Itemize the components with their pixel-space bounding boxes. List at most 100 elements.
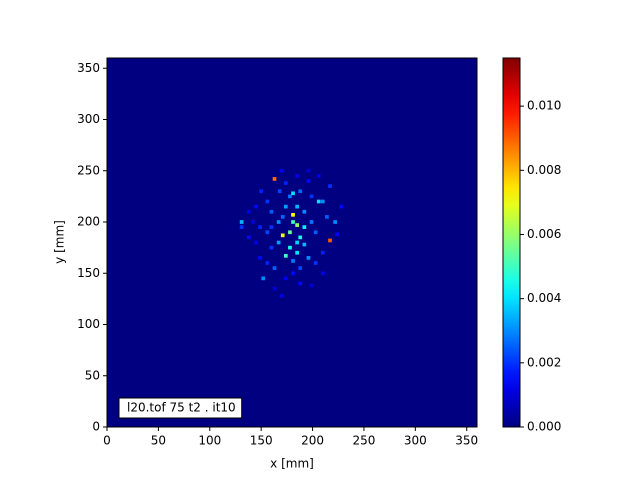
heat-cell: [283, 276, 288, 281]
y-tick-label: 50: [85, 368, 100, 382]
heat-cell: [295, 240, 299, 245]
x-tick-label: 150: [250, 434, 273, 448]
heat-cell: [298, 266, 303, 270]
heat-cell: [339, 204, 344, 209]
x-tick-label: 300: [404, 434, 427, 448]
heat-cell: [283, 204, 288, 209]
heat-cell: [295, 250, 299, 255]
heat-cell: [316, 199, 321, 204]
heat-cell: [335, 232, 340, 237]
y-axis-label: y [mm]: [53, 220, 67, 264]
heat-cell: [325, 215, 329, 219]
heat-cell: [320, 271, 325, 276]
heat-cell: [288, 194, 292, 199]
plot-background: [107, 58, 477, 427]
heat-cell: [276, 220, 281, 224]
heat-cell: [272, 177, 277, 181]
heat-cell: [280, 215, 285, 219]
heat-cell: [313, 230, 318, 235]
heat-cell: [316, 174, 321, 178]
heat-cell: [265, 199, 270, 204]
heat-cell: [298, 281, 303, 286]
colorbar-tick-label: 0.000: [527, 420, 561, 434]
heat-cell: [265, 261, 270, 265]
heat-cell: [291, 212, 295, 217]
colorbar-tick-label: 0.008: [527, 163, 561, 177]
heat-cell: [258, 256, 262, 260]
colorbar-tick-label: 0.004: [527, 291, 561, 305]
y-tick-label: 100: [77, 317, 100, 331]
heat-cell: [239, 225, 244, 229]
heat-cell: [280, 233, 285, 238]
heat-cell: [302, 225, 307, 229]
heat-cell: [298, 235, 303, 240]
heat-cell: [288, 245, 292, 250]
heat-cell: [309, 194, 314, 199]
heat-cell: [269, 209, 274, 214]
heat-cell: [276, 240, 281, 245]
heat-cell: [279, 168, 284, 173]
heat-cell: [254, 240, 258, 245]
heat-cell: [291, 220, 295, 224]
x-tick-label: 250: [352, 434, 375, 448]
heat-cell: [269, 225, 274, 229]
colorbar-tick-label: 0.002: [527, 355, 561, 369]
heat-cell: [328, 184, 332, 188]
heat-cell: [298, 189, 303, 194]
x-tick-label: 50: [151, 434, 166, 448]
heat-cell: [259, 189, 264, 194]
annotation: l20.tof 75 t2 . it10: [127, 401, 236, 415]
y-tick-label: 300: [77, 112, 100, 126]
heat-cell: [265, 230, 270, 235]
heat-cell: [309, 220, 314, 224]
heat-cell: [302, 242, 307, 247]
colorbar-tick-label: 0.006: [527, 227, 561, 241]
heat-cell: [272, 286, 277, 291]
heat-cell: [306, 256, 311, 260]
heat-cell: [246, 209, 251, 214]
heat-cell: [328, 238, 332, 243]
heat-cell: [295, 204, 299, 209]
colorbar-tick-label: 0.010: [527, 99, 561, 113]
heat-cell: [254, 204, 258, 209]
heat-cell: [239, 220, 244, 224]
heat-cell: [291, 271, 295, 276]
heat-cell: [261, 276, 266, 281]
y-tick-label: 150: [77, 266, 100, 280]
y-tick-label: 0: [92, 420, 100, 434]
y-tick-label: 350: [77, 61, 100, 75]
heat-cell: [246, 235, 251, 240]
x-tick-label: 350: [455, 434, 478, 448]
heat-cell: [288, 230, 292, 235]
heat-cell: [279, 293, 284, 298]
x-tick-label: 100: [198, 434, 221, 448]
heat-cell: [320, 250, 325, 255]
x-tick-label: 0: [103, 434, 111, 448]
heat-cell: [333, 220, 338, 224]
heat-cell: [320, 199, 325, 204]
annotation-box: [118, 397, 243, 419]
heat-cell: [258, 225, 262, 229]
y-tick-label: 250: [77, 163, 100, 177]
x-axis-label: x [mm]: [270, 457, 314, 471]
heat-cell: [272, 266, 277, 270]
x-tick-label: 200: [301, 434, 324, 448]
heat-cell: [313, 261, 318, 265]
y-tick-label: 200: [77, 215, 100, 229]
heat-cell: [277, 189, 282, 194]
heat-cell: [306, 168, 311, 173]
heat-cell: [251, 220, 255, 224]
colorbar: [502, 57, 521, 428]
heat-cell: [291, 259, 295, 263]
heat-cell: [295, 174, 299, 178]
plot-frame: [106, 57, 478, 428]
heat-cell: [302, 209, 307, 214]
heat-cell: [269, 245, 274, 250]
heat-cell: [291, 191, 295, 196]
heat-cell: [295, 223, 299, 227]
heat-cell: [309, 283, 314, 288]
heat-cell: [306, 179, 311, 183]
heat-cell: [283, 253, 288, 258]
heat-cell: [283, 181, 288, 185]
